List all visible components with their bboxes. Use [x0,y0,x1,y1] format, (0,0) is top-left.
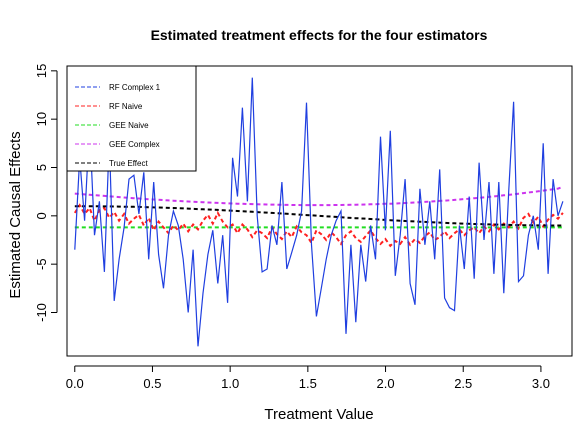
y-tick-label: 5 [34,164,49,171]
y-axis: -10 -5 0 5 10 15 [34,64,58,322]
legend-item: RF Naive [75,102,143,111]
x-axis-label: Treatment Value [264,406,373,423]
legend-label: True Effect [109,159,148,168]
x-tick-label: 1.5 [299,376,317,391]
x-axis: 0.0 0.5 1.0 1.5 2.0 2.5 3.0 [66,365,550,391]
legend-label: RF Complex 1 [109,83,161,92]
x-tick-label: 0.5 [143,376,161,391]
legend-box [66,65,197,172]
legend-label: GEE Complex [109,140,160,149]
legend-item: GEE Complex [75,140,160,149]
legend-item: RF Complex 1 [75,83,161,92]
x-tick-label: 2.0 [376,376,394,391]
series-lines [73,77,564,347]
plot-frame [66,65,573,357]
series-true-effect [74,205,563,227]
legend: RF Complex 1 RF Naive GEE Naive GEE Complex… [66,65,197,172]
x-tick-label: 2.5 [454,376,472,391]
y-tick-label: 15 [34,64,49,78]
x-tick-label: 3.0 [532,376,550,391]
chart-title: Estimated treatment effects for the four… [151,27,488,43]
y-tick-label: -5 [34,258,49,270]
series-rf-complex-1 [74,77,564,347]
y-tick-label: 10 [34,112,49,126]
legend-item: True Effect [75,159,148,168]
y-axis-label: Estimated Causal Effects [7,131,24,298]
x-tick-label: 1.0 [221,376,239,391]
legend-label: RF Naive [109,102,143,111]
y-tick-label: -10 [34,303,49,322]
x-tick-label: 0.0 [66,376,84,391]
legend-label: GEE Naive [109,121,149,130]
y-tick-label: 0 [34,212,49,219]
legend-item: GEE Naive [75,121,149,130]
